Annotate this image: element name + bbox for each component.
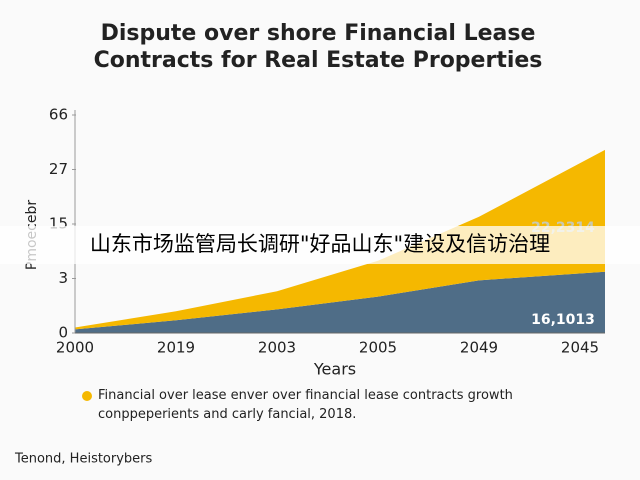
x-tick-label: 2019 — [157, 339, 195, 357]
y-tick-label: 27 — [49, 160, 68, 178]
y-tick-label: 66 — [49, 106, 68, 124]
annotation: 16,1013 — [531, 312, 595, 328]
y-tick-label: 3 — [58, 269, 68, 287]
x-tick-label: 2000 — [56, 339, 94, 357]
chart-title: Contracts for Real Estate Properties — [94, 48, 543, 73]
banner: 山东市场监管局长调研"好品山东"建设及信访治理 — [90, 232, 550, 256]
x-axis-label: Years — [313, 360, 356, 379]
legend-entry: Financial over lease enver over financia… — [98, 388, 513, 422]
y-tick-label: 0 — [58, 324, 68, 342]
banner-bg — [0, 226, 640, 264]
x-tick-label: 2003 — [258, 339, 296, 357]
x-tick-label: 2005 — [359, 339, 397, 357]
area — [75, 271, 605, 333]
x-tick-label: 2045 — [561, 339, 599, 357]
chart-title: Dispute over shore Financial Lease — [101, 21, 536, 46]
source: Tenond, Heistorybers — [14, 452, 153, 467]
x-tick-label: 2049 — [460, 339, 498, 357]
legend-swatch — [82, 391, 92, 401]
